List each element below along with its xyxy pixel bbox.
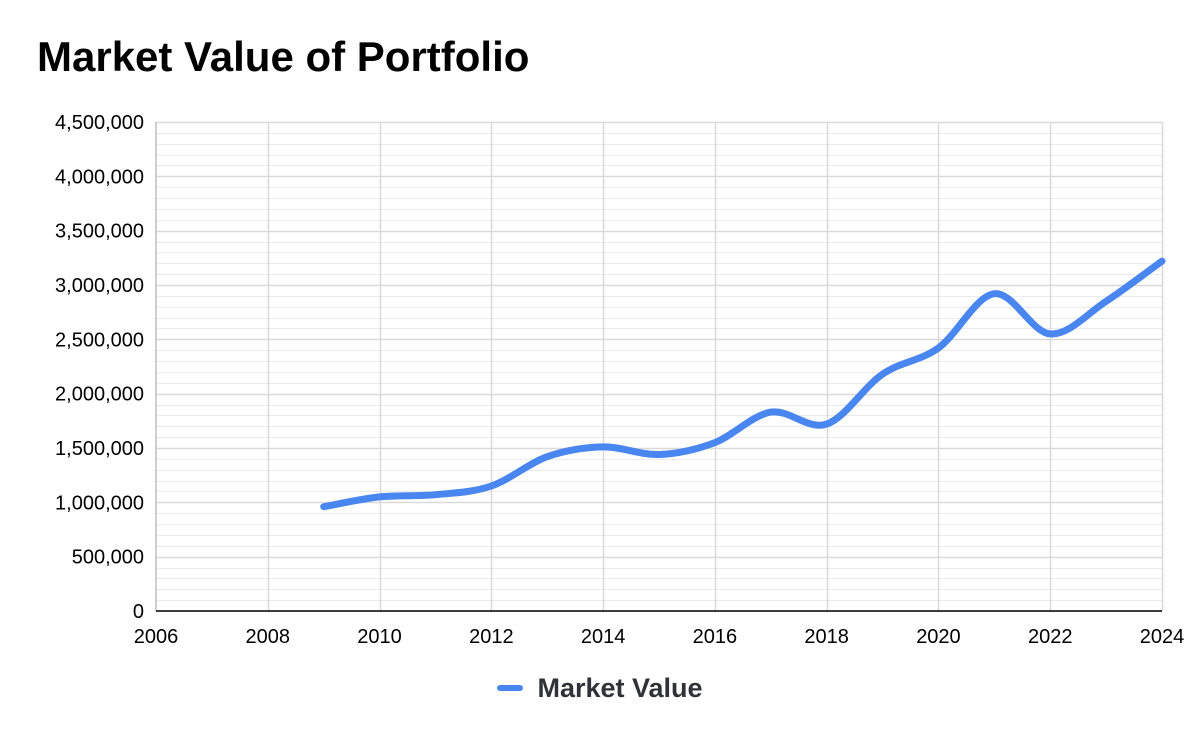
y-tick-label: 500,000 — [72, 547, 144, 569]
chart-title: Market Value of Portfolio — [37, 33, 530, 80]
tick-labels: 0 500,000 1,000,000 1,500,000 2,000,000 2,500… — [55, 112, 1184, 648]
x-tick-label: 2018 — [804, 626, 849, 648]
y-tick-label: 2,000,000 — [55, 384, 144, 406]
x-tick-label: 2012 — [469, 626, 514, 648]
y-tick-label: 2,500,000 — [55, 329, 144, 351]
legend-swatch-market-value — [497, 685, 524, 691]
legend: Market Value — [0, 668, 1200, 708]
series-line-market-value — [320, 257, 1166, 511]
x-tick-label: 2016 — [693, 626, 738, 648]
x-tick-label: 2022 — [1028, 626, 1073, 648]
grid — [156, 121, 1164, 612]
x-tick-label: 2006 — [134, 626, 179, 648]
series-lines — [320, 257, 1166, 511]
y-tick-label: 4,500,000 — [55, 112, 144, 134]
y-tick-label: 1,500,000 — [55, 438, 144, 460]
y-tick-label: 3,500,000 — [55, 221, 144, 243]
y-tick-label: 1,000,000 — [55, 492, 144, 514]
y-tick-label: 4,000,000 — [55, 166, 144, 188]
x-tick-label: 2014 — [581, 626, 626, 648]
x-tick-label: 2008 — [246, 626, 291, 648]
y-tick-label: 0 — [133, 601, 144, 623]
x-tick-label: 2024 — [1140, 626, 1185, 648]
x-tick-label: 2010 — [357, 626, 402, 648]
y-tick-label: 3,000,000 — [55, 275, 144, 297]
x-tick-label: 2020 — [916, 626, 961, 648]
axes — [155, 122, 1162, 612]
legend-label-market-value: Market Value — [537, 672, 703, 703]
